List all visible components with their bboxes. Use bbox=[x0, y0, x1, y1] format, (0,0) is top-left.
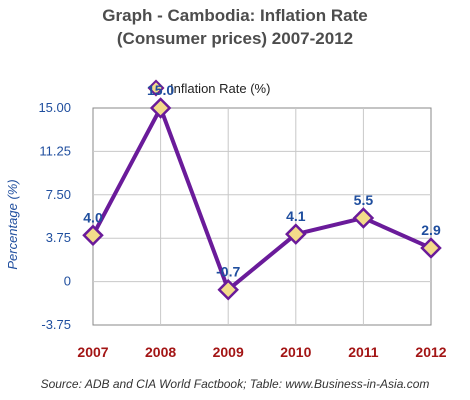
data-label: 5.5 bbox=[354, 192, 374, 208]
legend: Inflation Rate (%) bbox=[147, 79, 271, 97]
plot-area bbox=[92, 107, 432, 326]
y-tick-label: 15.00 bbox=[38, 100, 71, 115]
series-line bbox=[91, 106, 432, 292]
y-axis-label: Percentage (%) bbox=[5, 179, 20, 269]
x-tick-label: 2012 bbox=[415, 344, 446, 360]
data-label: -0.7 bbox=[216, 264, 240, 280]
data-point-marker bbox=[352, 207, 375, 229]
x-tick-label: 2010 bbox=[280, 344, 311, 360]
y-tick-label: -3.75 bbox=[41, 317, 71, 332]
x-tick-label: 2009 bbox=[213, 344, 244, 360]
data-point-marker bbox=[82, 224, 104, 247]
data-label: 15.0 bbox=[147, 82, 174, 98]
data-label: 4.0 bbox=[83, 209, 103, 225]
x-tick-label: 2008 bbox=[145, 344, 176, 360]
x-tick-label: 2007 bbox=[77, 344, 108, 360]
data-point-marker bbox=[217, 278, 239, 301]
data-label: 2.9 bbox=[421, 222, 441, 238]
y-tick-label: 3.75 bbox=[46, 230, 71, 245]
chart-subtitle: (Consumer prices) 2007-2012 bbox=[116, 29, 354, 48]
chart-title: Graph - Cambodia: Inflation Rate bbox=[102, 6, 368, 25]
data-point-marker bbox=[420, 237, 442, 259]
data-point-marker bbox=[149, 97, 172, 119]
y-tick-label: 0 bbox=[64, 274, 71, 289]
y-tick-label: 7.50 bbox=[46, 187, 71, 202]
x-tick-label: 2011 bbox=[348, 344, 379, 360]
legend-label: Inflation Rate (%) bbox=[170, 80, 271, 96]
data-point-marker bbox=[285, 223, 307, 245]
y-tick-label: 11.25 bbox=[39, 143, 71, 158]
source-note: Source: ADB and CIA World Factbook; Tabl… bbox=[40, 377, 430, 391]
data-label: 4.1 bbox=[286, 208, 306, 224]
